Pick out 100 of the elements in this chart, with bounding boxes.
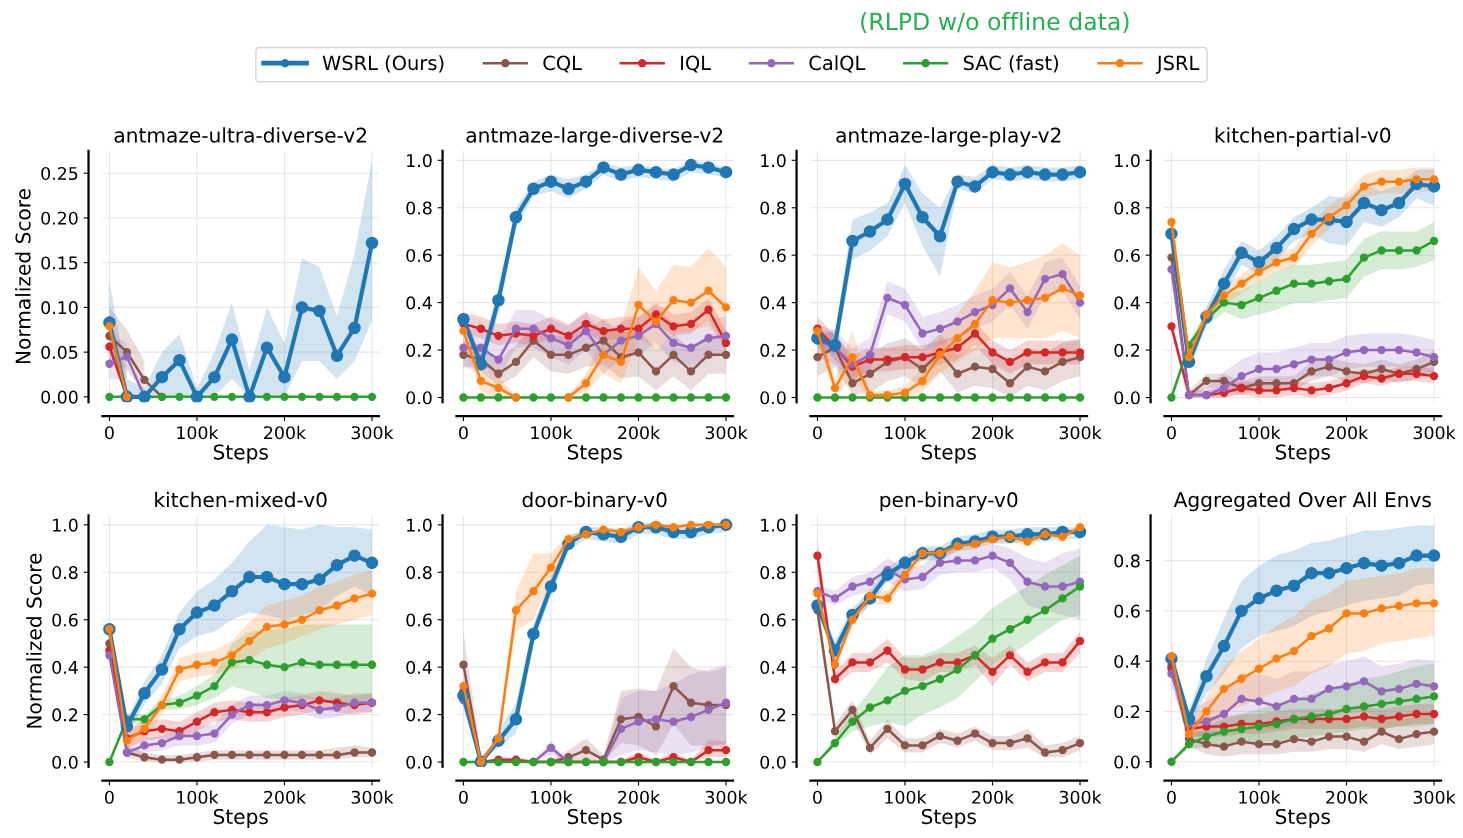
y-tick-label: 1.0	[761, 154, 786, 168]
y-tick-label: 0.6	[406, 613, 432, 627]
x-tick-label: 100k	[531, 790, 573, 804]
y-tick-label: 0.0	[1114, 391, 1140, 405]
y-tick-label: 0.4	[1114, 296, 1140, 310]
x-tick-label: 300k	[351, 425, 394, 440]
y-axis-title: Normalized Score	[15, 189, 31, 364]
x-axis-title: Steps	[567, 444, 622, 464]
x-tick-label: 200k	[972, 425, 1015, 440]
y-tick-label: 0.15	[41, 256, 78, 270]
y-tick-label: 0.4	[760, 660, 786, 674]
y-tick-label: 0.05	[41, 345, 78, 359]
x-axis-title: Steps	[213, 808, 268, 829]
x-tick-label: 0	[813, 790, 822, 804]
y-tick-label: 0.4	[52, 660, 78, 674]
x-tick-label: 200k	[264, 790, 307, 804]
x-tick-label: 300k	[351, 790, 394, 804]
legend-label: CQL	[543, 55, 582, 73]
chart-title: kitchen-mixed-v0	[155, 491, 327, 508]
x-tick-label: 200k	[618, 790, 661, 804]
y-tick-label: 1.0	[761, 518, 786, 532]
chart-title: antmaze-large-diverse-v2	[466, 127, 723, 147]
chart-title: antmaze-large-play-v2	[836, 127, 1061, 147]
legend-label: SAC (fast)	[963, 55, 1058, 73]
x-axis-title: Steps	[921, 808, 976, 829]
y-tick-label: 1.0	[407, 518, 432, 532]
x-tick-label: 0	[459, 790, 468, 804]
y-tick-label: 0.6	[760, 613, 786, 627]
y-tick-label: 0.6	[52, 613, 78, 627]
x-tick-label: 300k	[1059, 425, 1102, 440]
y-tick-label: 0.20	[41, 211, 78, 225]
y-tick-label: 0.0	[406, 391, 432, 405]
y-tick-label: 1.0	[53, 518, 78, 532]
y-tick-label: 0.4	[760, 296, 786, 310]
x-axis-title: Steps	[567, 808, 622, 829]
legend-label: CalQL	[809, 55, 866, 73]
x-tick-label: 0	[1167, 790, 1176, 804]
y-tick-label: 0.0	[52, 755, 78, 769]
y-tick-label: 0.2	[406, 343, 432, 357]
x-axis-title: Steps	[921, 444, 976, 464]
y-tick-label: 0.0	[406, 755, 432, 769]
x-tick-label: 200k	[618, 425, 661, 440]
x-tick-label: 300k	[1413, 425, 1456, 440]
y-tick-label: 0.2	[406, 708, 432, 722]
text: (RLPD w/o offline data)	[861, 12, 1129, 34]
y-tick-label: 0.8	[1114, 554, 1140, 568]
y-tick-label: 0.6	[1114, 248, 1140, 263]
x-tick-label: 100k	[1239, 425, 1281, 440]
y-tick-label: 0.25	[41, 166, 78, 181]
x-tick-label: 0	[105, 426, 114, 440]
y-tick-label: 0.00	[41, 390, 78, 404]
chart-title: door-binary-v0	[522, 491, 667, 512]
y-tick-label: 0.8	[406, 201, 432, 215]
x-tick-label: 0	[1167, 426, 1176, 440]
y-tick-label: 0.2	[52, 708, 78, 722]
y-tick-label: 0.6	[760, 248, 786, 263]
x-tick-label: 0	[813, 426, 822, 440]
x-tick-label: 0	[459, 426, 468, 440]
y-tick-label: 0.8	[406, 566, 432, 580]
x-tick-label: 300k	[705, 425, 748, 440]
x-tick-label: 300k	[1059, 790, 1102, 804]
y-tick-label: 1.0	[1115, 154, 1140, 168]
chart-title: pen-binary-v0	[880, 491, 1018, 512]
y-tick-label: 0.2	[760, 708, 786, 722]
x-tick-label: 100k	[177, 790, 219, 804]
y-tick-label: 0.8	[760, 566, 786, 580]
chart-title: Aggregated Over All Envs	[1173, 491, 1431, 512]
y-tick-label: 0.4	[406, 296, 432, 310]
y-tick-label: 0.8	[760, 201, 786, 215]
x-tick-label: 200k	[1326, 425, 1369, 440]
chart-title: kitchen-partial-v0	[1215, 127, 1391, 147]
x-tick-label: 200k	[1326, 790, 1369, 804]
x-tick-label: 100k	[885, 790, 927, 804]
y-axis-title: Normalized Score	[26, 553, 42, 728]
x-axis-title: Steps	[213, 444, 268, 464]
x-tick-label: 100k	[885, 425, 927, 440]
x-tick-label: 200k	[972, 790, 1015, 804]
x-tick-label: 100k	[1239, 790, 1281, 804]
y-tick-label: 0.4	[406, 660, 432, 674]
y-tick-label: 0.2	[760, 343, 786, 357]
x-axis-title: Steps	[1275, 808, 1330, 829]
legend-label: WSRL (Ours)	[322, 55, 444, 73]
legend-label: IQL	[681, 55, 711, 73]
y-tick-label: 0.8	[52, 566, 78, 580]
y-tick-label: 0.0	[1114, 755, 1140, 769]
x-tick-label: 300k	[1413, 790, 1456, 804]
x-tick-label: 100k	[531, 425, 573, 440]
y-tick-label: 0.10	[41, 301, 78, 315]
chart-title: antmaze-ultra-diverse-v2	[114, 127, 367, 143]
x-tick-label: 200k	[264, 425, 307, 440]
x-tick-label: 100k	[177, 425, 219, 440]
y-tick-label: 0.6	[406, 248, 432, 263]
x-tick-label: 0	[105, 790, 114, 804]
legend-label: JSRL	[1155, 55, 1200, 74]
x-tick-label: 300k	[705, 790, 748, 804]
y-tick-label: 1.0	[407, 154, 432, 168]
y-tick-label: 0.4	[1114, 654, 1140, 669]
y-tick-label: 0.2	[1114, 343, 1140, 357]
y-tick-label: 0.2	[1114, 705, 1140, 719]
y-tick-label: 0.6	[1114, 604, 1140, 618]
